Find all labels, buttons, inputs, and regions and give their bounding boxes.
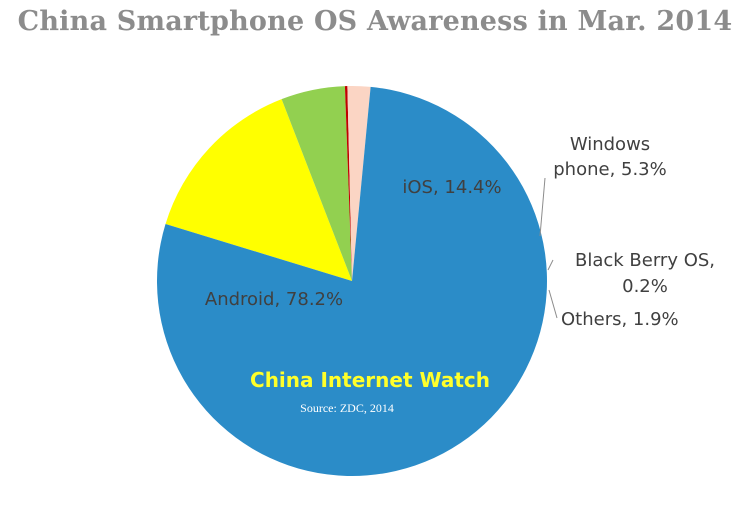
- data-label-black-berry-os: Black Berry OS, 0.2%: [575, 250, 715, 297]
- leader-line-windows-phone: [539, 177, 546, 237]
- pie-slice-android: [157, 86, 547, 476]
- data-label-windows-phone: Windows phone, 5.3%: [553, 134, 667, 180]
- watermark-brand: China Internet Watch: [250, 368, 490, 392]
- data-label-android: Android, 78.2%: [205, 289, 343, 310]
- data-label-others: Others, 1.9%: [561, 309, 679, 330]
- pie-slice-black-berry-os: [344, 86, 352, 281]
- chart-title: China Smartphone OS Awareness in Mar. 20…: [17, 6, 733, 37]
- pie-slice-others: [347, 86, 371, 282]
- leader-line-others: [548, 289, 558, 319]
- leader-line-black-berry-os: [547, 259, 554, 271]
- pie-slice-windows-phone: [281, 86, 352, 281]
- pie-slice-ios: [165, 99, 352, 281]
- watermark-source: Source: ZDC, 2014: [300, 401, 394, 415]
- data-label-ios: iOS, 14.4%: [402, 177, 501, 198]
